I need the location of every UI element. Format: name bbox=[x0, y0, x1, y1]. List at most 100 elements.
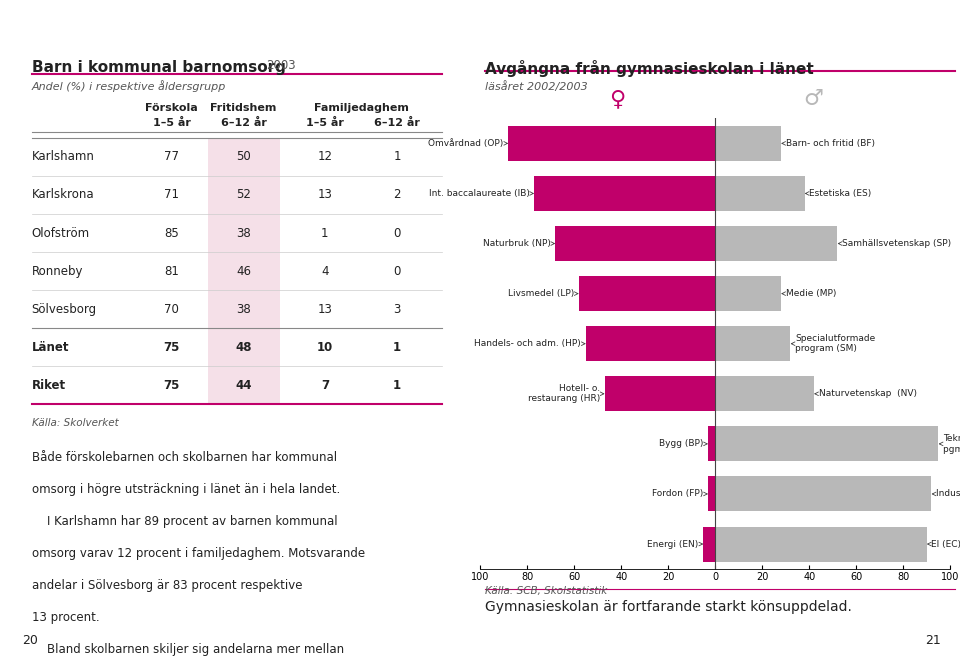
Bar bbox=[715, 176, 804, 211]
Text: andelar i Sölvesborg är 83 procent respektive: andelar i Sölvesborg är 83 procent respe… bbox=[32, 579, 302, 592]
Text: Barn i kommunal barnomsorg: Barn i kommunal barnomsorg bbox=[32, 60, 285, 75]
Text: 4: 4 bbox=[321, 265, 328, 278]
Text: 1–5 år: 1–5 år bbox=[153, 118, 190, 128]
Text: 48: 48 bbox=[235, 341, 252, 353]
Bar bbox=[715, 326, 790, 361]
Text: ♀: ♀ bbox=[610, 89, 625, 109]
Text: Bland skolbarnen skiljer sig andelarna mer mellan: Bland skolbarnen skiljer sig andelarna m… bbox=[32, 643, 344, 655]
Bar bbox=[535, 176, 715, 211]
Text: omsorg i högre utsträckning i länet än i hela landet.: omsorg i högre utsträckning i länet än i… bbox=[32, 483, 340, 496]
Text: Länet: Länet bbox=[32, 341, 69, 353]
Text: El (EC): El (EC) bbox=[927, 540, 960, 549]
Text: 77: 77 bbox=[164, 151, 179, 163]
Text: Både förskolebarnen och skolbarnen har kommunal: Både förskolebarnen och skolbarnen har k… bbox=[32, 451, 337, 465]
Text: 85: 85 bbox=[164, 226, 179, 240]
Text: 1: 1 bbox=[393, 341, 401, 353]
Text: Riket: Riket bbox=[32, 378, 65, 392]
Text: Energi (EN): Energi (EN) bbox=[647, 540, 703, 549]
Text: Avgångna från gymnasieskolan i länet: Avgångna från gymnasieskolan i länet bbox=[485, 60, 814, 77]
Text: Int. baccalaureate (IB): Int. baccalaureate (IB) bbox=[429, 189, 534, 198]
Bar bbox=[556, 226, 715, 261]
Text: Ronneby: Ronneby bbox=[32, 265, 84, 278]
Text: 21: 21 bbox=[924, 634, 941, 647]
Bar bbox=[207, 252, 279, 290]
Text: 38: 38 bbox=[236, 226, 251, 240]
Text: 6–12 år: 6–12 år bbox=[221, 118, 267, 128]
Text: 13: 13 bbox=[318, 188, 332, 201]
Bar bbox=[586, 326, 715, 361]
Text: Utbildning: Utbildning bbox=[801, 11, 948, 34]
Text: 1: 1 bbox=[394, 151, 401, 163]
Text: 44: 44 bbox=[235, 378, 252, 392]
Text: 1–5 år: 1–5 år bbox=[306, 118, 344, 128]
Text: I Karlshamn har 89 procent av barnen kommunal: I Karlshamn har 89 procent av barnen kom… bbox=[32, 515, 337, 528]
Text: 50: 50 bbox=[236, 151, 251, 163]
Text: Hotell- o.
restaurang (HR): Hotell- o. restaurang (HR) bbox=[528, 384, 604, 403]
Text: Karlskrona: Karlskrona bbox=[32, 188, 94, 201]
Bar bbox=[579, 276, 715, 311]
Bar bbox=[715, 476, 931, 511]
Text: 1: 1 bbox=[321, 226, 328, 240]
Bar bbox=[715, 226, 837, 261]
Text: Källa: SCB, Skolstatistik: Källa: SCB, Skolstatistik bbox=[485, 586, 608, 595]
Bar bbox=[207, 328, 279, 366]
Text: 1: 1 bbox=[393, 378, 401, 392]
Text: 2003: 2003 bbox=[266, 59, 296, 72]
Text: 75: 75 bbox=[163, 341, 180, 353]
Bar bbox=[207, 214, 279, 252]
Bar bbox=[715, 376, 814, 411]
Text: 38: 38 bbox=[236, 303, 251, 316]
Bar bbox=[715, 426, 939, 461]
Text: Förskola: Förskola bbox=[145, 103, 198, 113]
Text: Karlshamn: Karlshamn bbox=[32, 151, 94, 163]
Text: Livsmedel (LP): Livsmedel (LP) bbox=[508, 289, 578, 298]
Text: Medie (MP): Medie (MP) bbox=[782, 289, 836, 298]
Text: 75: 75 bbox=[163, 378, 180, 392]
Bar bbox=[509, 126, 715, 161]
Text: 71: 71 bbox=[164, 188, 179, 201]
Text: 2: 2 bbox=[394, 188, 401, 201]
Text: Sölvesborg: Sölvesborg bbox=[32, 303, 97, 316]
Bar bbox=[207, 176, 279, 214]
Text: Industri (IP): Industri (IP) bbox=[932, 490, 960, 499]
Text: 13: 13 bbox=[318, 303, 332, 316]
Text: 20: 20 bbox=[23, 634, 38, 647]
Text: Fritidshem: Fritidshem bbox=[210, 103, 276, 113]
Text: Gymnasieskolan är fortfarande starkt könsuppdelad.: Gymnasieskolan är fortfarande starkt kön… bbox=[485, 599, 852, 614]
Text: 46: 46 bbox=[236, 265, 252, 278]
Text: 70: 70 bbox=[164, 303, 179, 316]
Text: 52: 52 bbox=[236, 188, 252, 201]
Text: Barn och familj: Barn och familj bbox=[12, 11, 226, 34]
Text: Omvårdnad (OP): Omvårdnad (OP) bbox=[428, 139, 508, 148]
Text: 0: 0 bbox=[394, 265, 400, 278]
Text: Teknik-
pgm (TE): Teknik- pgm (TE) bbox=[940, 434, 960, 453]
Text: Barn- och fritid (BF): Barn- och fritid (BF) bbox=[782, 139, 875, 148]
Text: Fordon (FP): Fordon (FP) bbox=[652, 490, 708, 499]
Text: 81: 81 bbox=[164, 265, 179, 278]
Text: läsåret 2002/2003: läsåret 2002/2003 bbox=[485, 82, 588, 92]
Text: 6–12 år: 6–12 år bbox=[374, 118, 420, 128]
Text: 12: 12 bbox=[318, 151, 332, 163]
Text: Familjedaghem: Familjedaghem bbox=[314, 103, 408, 113]
Bar bbox=[708, 426, 715, 461]
Text: Källa: Skolverket: Källa: Skolverket bbox=[32, 418, 118, 428]
Text: Samhällsvetenskap (SP): Samhällsvetenskap (SP) bbox=[838, 239, 951, 248]
Bar bbox=[715, 526, 926, 561]
Text: Andel (%) i respektive åldersgrupp: Andel (%) i respektive åldersgrupp bbox=[32, 80, 226, 91]
Text: ♂: ♂ bbox=[804, 89, 823, 109]
Text: Naturvetenskap  (NV): Naturvetenskap (NV) bbox=[815, 390, 917, 398]
Text: Estetiska (ES): Estetiska (ES) bbox=[805, 189, 872, 198]
Text: 0: 0 bbox=[394, 226, 400, 240]
Bar bbox=[708, 476, 715, 511]
Bar bbox=[605, 376, 715, 411]
Text: omsorg varav 12 procent i familjedaghem. Motsvarande: omsorg varav 12 procent i familjedaghem.… bbox=[32, 547, 365, 560]
Text: 13 procent.: 13 procent. bbox=[32, 611, 99, 624]
Text: 7: 7 bbox=[321, 378, 329, 392]
Bar bbox=[704, 526, 715, 561]
Text: 3: 3 bbox=[394, 303, 400, 316]
Text: Olofström: Olofström bbox=[32, 226, 89, 240]
Bar bbox=[715, 276, 781, 311]
Text: Handels- och adm. (HP): Handels- och adm. (HP) bbox=[474, 340, 585, 348]
Text: Specialutformade
program (SM): Specialutformade program (SM) bbox=[791, 334, 876, 353]
Bar bbox=[715, 126, 781, 161]
